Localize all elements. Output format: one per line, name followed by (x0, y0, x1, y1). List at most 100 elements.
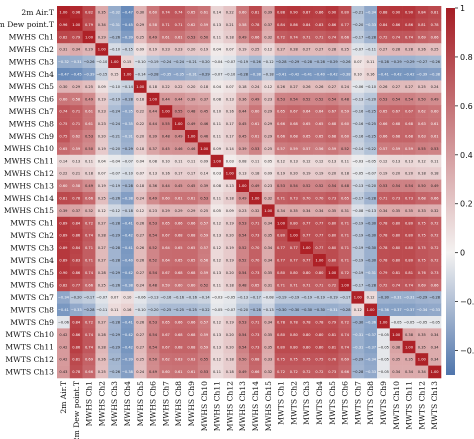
cell-value-label: 0.64 (162, 246, 171, 250)
cell-value-label: 0.65 (187, 11, 195, 15)
heatmap-cell (236, 80, 250, 94)
heatmap-cell (300, 316, 314, 329)
cell-value-label: −0.20 (147, 308, 159, 312)
cell-value-label: 0.42 (59, 345, 67, 349)
cell-value-label: 0.52 (315, 97, 323, 101)
heatmap-cell (249, 328, 263, 342)
cell-value-label: −0.04 (109, 159, 121, 163)
heatmap-cell (159, 18, 173, 32)
cell-value-label: −0.20 (199, 60, 211, 64)
heatmap-cell (121, 105, 135, 118)
cell-value-label: −0.31 (365, 271, 376, 275)
cell-value-label: 0.84 (418, 11, 427, 15)
heatmap-cell (172, 30, 186, 44)
heatmap-cell (82, 278, 96, 292)
cell-value-label: 0.77 (315, 246, 323, 250)
heatmap-cell (82, 130, 96, 143)
heatmap-cell (121, 204, 135, 218)
heatmap-cell (274, 80, 288, 94)
column-label: MWTS Ch5 (328, 381, 337, 425)
heatmap-cell (415, 43, 429, 56)
heatmap-cell (133, 365, 147, 379)
row-label: 2m Air.T (21, 8, 54, 17)
cell-value-label: 0.71 (379, 197, 387, 201)
heatmap-cell (133, 328, 147, 342)
heatmap-cell (377, 30, 391, 44)
heatmap-cell (338, 254, 352, 267)
cell-value-label: 0.14 (59, 159, 68, 163)
cell-value-label: 0.66 (175, 221, 184, 225)
heatmap-cell (389, 229, 403, 242)
cell-value-label: 0.53 (200, 370, 208, 374)
heatmap-cell (172, 105, 186, 118)
cell-value-label: 0.68 (290, 135, 299, 139)
heatmap-cell (351, 130, 365, 143)
heatmap-cell (133, 353, 147, 366)
heatmap-cell (300, 353, 314, 366)
cell-value-label: 0.45 (239, 122, 247, 126)
cell-value-label: 0.19 (98, 97, 107, 101)
heatmap-cell (69, 167, 83, 180)
cell-value-label: 0.49 (85, 184, 94, 188)
cell-value-label: −0.42 (327, 73, 338, 77)
heatmap-cell (197, 6, 211, 19)
heatmap-cell (133, 229, 147, 242)
cell-value-label: 0.61 (85, 110, 93, 114)
cell-value-label: −0.19 (352, 221, 364, 225)
cell-value-label: 0.11 (431, 159, 439, 163)
heatmap-cell (428, 6, 442, 19)
row-label: MWTS Ch10 (5, 330, 54, 339)
heatmap-cell (338, 167, 352, 180)
column-label: MWTS Ch8 (366, 381, 375, 425)
heatmap-cell (95, 30, 109, 44)
cell-value-label: 0.86 (72, 271, 81, 275)
heatmap-cell (313, 266, 327, 280)
heatmap-cell (325, 328, 339, 342)
heatmap-cell (428, 80, 442, 94)
cell-value-label: −0.07 (352, 48, 363, 52)
heatmap-cell (377, 204, 391, 218)
cell-value-label: 0.08 (239, 159, 248, 163)
cell-value-label: 0.25 (136, 358, 144, 362)
cell-value-label: −0.26 (109, 35, 121, 39)
heatmap-cell (249, 18, 263, 32)
heatmap-cell (236, 192, 250, 205)
heatmap-cell (402, 167, 416, 180)
heatmap-cell (249, 55, 263, 69)
cell-value-label: 0.77 (290, 246, 298, 250)
heatmap-cell (428, 365, 442, 379)
heatmap-cell (82, 353, 96, 366)
heatmap-cell (325, 105, 339, 118)
heatmap-cell (210, 80, 224, 94)
heatmap-cell (325, 142, 339, 156)
cell-value-label: 0.23 (98, 110, 106, 114)
cell-value-label: 0.81 (405, 271, 413, 275)
heatmap-cell (300, 179, 314, 193)
cell-value-label: 0.27 (98, 321, 106, 325)
cell-value-label: −0.29 (327, 60, 339, 64)
cell-value-label: 0.07 (226, 85, 234, 89)
cell-value-label: 0.75 (59, 122, 67, 126)
cell-value-label: 0.12 (264, 85, 272, 89)
cell-value-label: 0.60 (162, 370, 171, 374)
heatmap-cell (261, 204, 275, 218)
column-label: MWTS Ch7 (353, 381, 362, 425)
heatmap-cell (364, 117, 378, 131)
cell-value-label: 0.18 (226, 197, 235, 201)
heatmap-cell (261, 30, 275, 44)
cell-value-label: −0.29 (288, 60, 300, 64)
cell-value-label: 0.22 (59, 172, 67, 176)
cell-value-label: 0.34 (405, 370, 414, 374)
cell-value-label: 0.67 (392, 110, 400, 114)
cell-value-label: −0.11 (96, 308, 107, 312)
heatmap-cell (185, 340, 199, 354)
cell-value-label: 0.26 (136, 259, 145, 263)
cell-value-label: −0.16 (352, 122, 364, 126)
heatmap-cell (108, 30, 122, 44)
heatmap-cell (69, 92, 83, 106)
heatmap-cell (146, 353, 160, 366)
heatmap-cell (364, 80, 378, 94)
heatmap-cell (210, 278, 224, 292)
heatmap-cell (185, 278, 199, 292)
heatmap-cell (325, 80, 339, 94)
